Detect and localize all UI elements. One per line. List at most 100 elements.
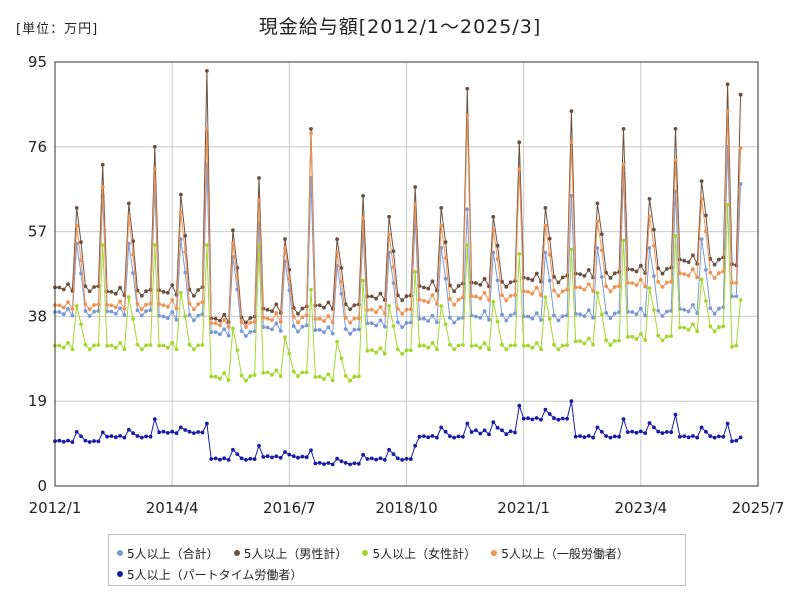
- data-point: [704, 213, 708, 218]
- data-point: [413, 202, 418, 207]
- data-point: [638, 277, 643, 282]
- data-point: [565, 287, 569, 292]
- data-point: [361, 278, 365, 283]
- data-point: [456, 434, 461, 439]
- data-point: [74, 206, 79, 210]
- data-point: [734, 281, 739, 285]
- data-point: [521, 344, 526, 348]
- data-point: [118, 299, 122, 304]
- data-point: [452, 289, 457, 294]
- data-point: [691, 322, 695, 327]
- data-point: [625, 281, 630, 285]
- data-point: [630, 334, 635, 339]
- data-point: [300, 370, 305, 375]
- data-point: [569, 109, 574, 113]
- data-point: [352, 303, 357, 307]
- data-point: [612, 434, 617, 439]
- data-point: [638, 263, 643, 268]
- data-point: [70, 313, 75, 318]
- data-point: [235, 452, 240, 456]
- data-point: [417, 297, 422, 302]
- data-point: [118, 285, 122, 290]
- data-point: [330, 462, 335, 467]
- data-point: [660, 314, 665, 318]
- data-point: [283, 246, 287, 250]
- data-point: [612, 285, 617, 289]
- grid-lines: [54, 61, 759, 487]
- data-point: [526, 416, 530, 421]
- data-point: [231, 241, 235, 246]
- data-point: [474, 314, 478, 319]
- data-point: [560, 416, 565, 421]
- data-point: [734, 343, 739, 348]
- data-point: [356, 302, 361, 307]
- data-point: [630, 281, 635, 285]
- data-point: [87, 440, 92, 444]
- legend-item-total: 5人以上（合計）: [117, 544, 219, 562]
- data-point: [304, 455, 309, 460]
- data-point: [708, 270, 713, 275]
- data-point: [599, 312, 604, 317]
- legend-marker: [362, 550, 369, 556]
- data-point: [534, 341, 539, 345]
- data-point: [170, 283, 175, 287]
- data-point: [248, 316, 253, 320]
- data-point: [109, 434, 114, 438]
- data-point: [534, 311, 539, 315]
- data-point: [704, 429, 708, 434]
- data-point: [573, 285, 578, 290]
- data-point: [530, 291, 535, 296]
- data-point: [439, 304, 444, 308]
- data-point: [404, 294, 409, 299]
- data-point: [569, 194, 574, 198]
- data-point: [369, 294, 374, 299]
- data-point: [404, 456, 409, 461]
- data-point: [539, 417, 543, 422]
- data-point: [365, 348, 370, 353]
- data-point: [647, 421, 652, 425]
- data-point: [678, 325, 682, 330]
- data-point: [474, 343, 478, 348]
- data-point: [604, 270, 608, 275]
- data-point: [686, 273, 691, 278]
- data-point: [387, 232, 391, 237]
- data-point: [508, 280, 513, 285]
- data-point: [83, 438, 88, 443]
- data-point: [122, 293, 127, 298]
- data-point: [634, 430, 639, 435]
- data-point: [213, 374, 218, 379]
- data-point: [187, 342, 192, 347]
- chart-title: 現金給与額[2012/1～2025/3]: [258, 16, 542, 38]
- data-point: [152, 167, 157, 172]
- data-point: [734, 263, 739, 268]
- data-point: [482, 277, 487, 281]
- data-point: [322, 462, 326, 466]
- data-point: [695, 329, 700, 334]
- data-point: [586, 282, 591, 286]
- data-point: [109, 309, 114, 314]
- data-point: [430, 279, 435, 284]
- x-tick-label: 2016/7: [263, 499, 316, 517]
- data-point: [192, 294, 196, 298]
- data-point: [500, 312, 504, 317]
- data-point: [274, 302, 279, 307]
- data-point: [226, 458, 231, 462]
- data-point: [83, 342, 88, 347]
- data-point: [491, 420, 496, 424]
- data-point: [456, 343, 461, 348]
- data-point: [678, 271, 682, 276]
- data-point: [625, 430, 630, 434]
- data-point: [296, 374, 300, 379]
- data-point: [665, 309, 669, 314]
- data-point: [287, 452, 292, 457]
- data-point: [300, 306, 305, 311]
- data-point: [57, 343, 62, 348]
- data-point: [439, 206, 444, 210]
- data-point: [131, 271, 136, 276]
- data-point: [100, 430, 105, 435]
- data-point: [652, 243, 656, 248]
- data-point: [647, 214, 652, 219]
- data-point: [70, 347, 75, 352]
- data-point: [248, 374, 253, 379]
- data-point: [400, 298, 405, 303]
